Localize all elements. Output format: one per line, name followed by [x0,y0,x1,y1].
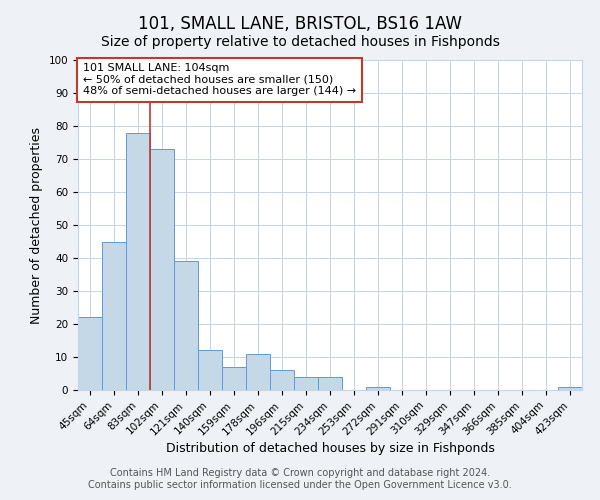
Bar [78,318,102,390]
Bar [270,370,294,390]
Bar [198,350,222,390]
X-axis label: Distribution of detached houses by size in Fishponds: Distribution of detached houses by size … [166,442,494,455]
Bar [126,132,150,390]
Bar [150,149,174,390]
Bar [222,367,246,390]
Bar [318,377,342,390]
Bar [558,386,582,390]
Bar [246,354,270,390]
Bar [294,377,318,390]
Text: Contains HM Land Registry data © Crown copyright and database right 2024.
Contai: Contains HM Land Registry data © Crown c… [88,468,512,490]
Y-axis label: Number of detached properties: Number of detached properties [30,126,43,324]
Text: 101, SMALL LANE, BRISTOL, BS16 1AW: 101, SMALL LANE, BRISTOL, BS16 1AW [138,15,462,33]
Bar [102,242,126,390]
Bar [174,262,198,390]
Text: Size of property relative to detached houses in Fishponds: Size of property relative to detached ho… [101,35,499,49]
Bar [366,386,390,390]
Text: 101 SMALL LANE: 104sqm
← 50% of detached houses are smaller (150)
48% of semi-de: 101 SMALL LANE: 104sqm ← 50% of detached… [83,64,356,96]
